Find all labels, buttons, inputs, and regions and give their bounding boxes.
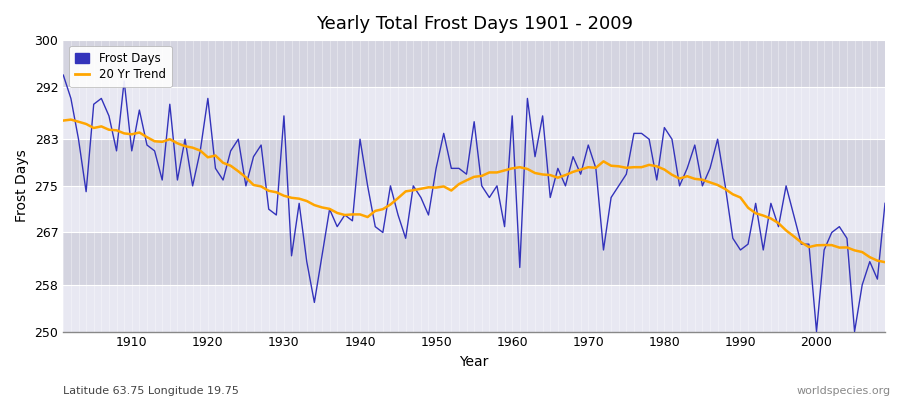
Bar	[63, 40, 885, 87]
Bar	[63, 285, 885, 332]
Frost Days	[286, 254, 297, 258]
Frost Days	[119, 78, 130, 83]
Frost Days	[598, 248, 609, 252]
Line: 20 Yr Trend: 20 Yr Trend	[63, 120, 885, 262]
Bar	[63, 87, 885, 139]
Frost Days	[811, 329, 822, 334]
20 Yr Trend	[126, 132, 137, 137]
Text: worldspecies.org: worldspecies.org	[796, 386, 891, 396]
Line: Frost Days: Frost Days	[63, 75, 885, 332]
Frost Days	[500, 224, 510, 229]
20 Yr Trend	[507, 166, 517, 171]
Y-axis label: Frost Days: Frost Days	[15, 150, 29, 222]
20 Yr Trend	[879, 260, 890, 264]
Bar	[63, 232, 885, 285]
20 Yr Trend	[606, 163, 616, 168]
Text: Latitude 63.75 Longitude 19.75: Latitude 63.75 Longitude 19.75	[63, 386, 238, 396]
Bar	[63, 186, 885, 232]
Title: Yearly Total Frost Days 1901 - 2009: Yearly Total Frost Days 1901 - 2009	[316, 15, 633, 33]
Legend: Frost Days, 20 Yr Trend: Frost Days, 20 Yr Trend	[69, 46, 172, 87]
Frost Days	[879, 201, 890, 206]
20 Yr Trend	[515, 165, 526, 170]
Frost Days	[332, 224, 343, 229]
20 Yr Trend	[58, 118, 68, 123]
20 Yr Trend	[339, 212, 350, 217]
Frost Days	[507, 114, 517, 118]
Bar	[63, 139, 885, 186]
Frost Days	[58, 73, 68, 78]
20 Yr Trend	[66, 117, 77, 122]
X-axis label: Year: Year	[460, 355, 489, 369]
20 Yr Trend	[293, 196, 304, 201]
